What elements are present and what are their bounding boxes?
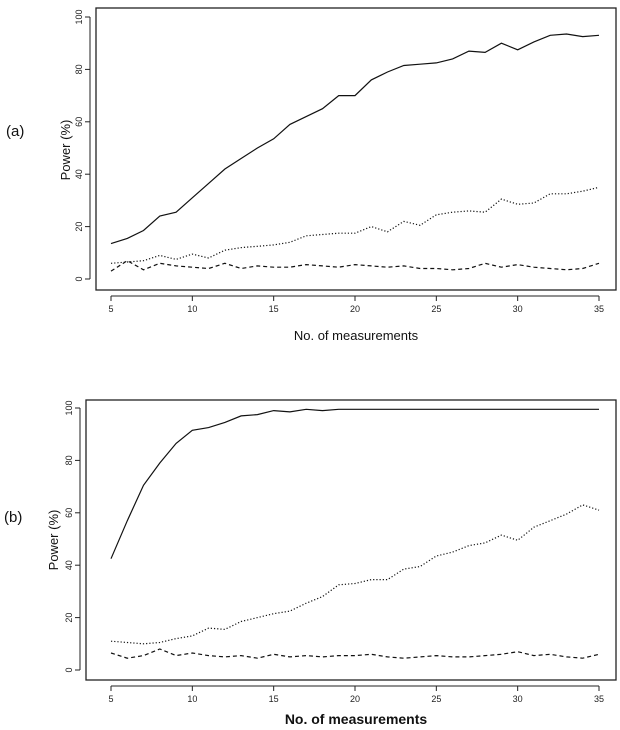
y-tick-label: 40 — [74, 169, 84, 179]
y-tick-label: 80 — [64, 455, 74, 465]
x-tick-label: 10 — [187, 694, 197, 704]
series-line-solid — [110, 33, 600, 245]
x-tick-label: 30 — [513, 304, 523, 314]
x-axis-title: No. of measurements — [294, 328, 419, 343]
y-tick-label: 20 — [74, 222, 84, 232]
chart-panel-b: 5 10 15 20 25 30 35 0 20 40 60 80 100 No. of measurem… — [0, 380, 620, 730]
line-chart-b: 5 10 15 20 25 30 35 0 20 40 60 80 100 No. of measurem… — [4, 399, 617, 727]
x-tick-label: 25 — [431, 304, 441, 314]
y-tick-label: 60 — [74, 117, 84, 127]
x-tick-label: 35 — [594, 304, 604, 314]
panel-label: (a) — [6, 123, 24, 140]
y-tick-label: 40 — [64, 560, 74, 570]
y-tick-label: 0 — [74, 276, 84, 281]
x-tick-label: 20 — [350, 304, 360, 314]
y-tick-label: 20 — [64, 613, 74, 623]
y-tick-label: 0 — [64, 667, 74, 672]
series-line-dashed — [110, 260, 600, 272]
y-axis-title: Power (%) — [46, 510, 61, 571]
x-tick-label: 5 — [108, 304, 113, 314]
series-line-dotted — [110, 504, 600, 645]
plot-frame — [85, 399, 617, 681]
x-tick-label: 10 — [187, 304, 197, 314]
x-tick-label: 25 — [431, 694, 441, 704]
y-tick-label: 100 — [64, 400, 74, 415]
line-chart-a: 5 10 15 20 25 30 35 0 20 40 60 80 100 No. of measurem… — [6, 7, 617, 343]
y-axis-title: Power (%) — [58, 120, 73, 181]
x-tick-label: 20 — [350, 694, 360, 704]
x-axis-title: No. of measurements — [285, 711, 428, 727]
series-line-dotted — [110, 186, 600, 264]
plot-frame — [95, 7, 617, 291]
x-tick-label: 5 — [108, 694, 113, 704]
series-line-solid — [110, 408, 599, 559]
y-tick-label: 60 — [64, 508, 74, 518]
x-tick-label: 15 — [269, 694, 279, 704]
panel-label: (b) — [4, 509, 22, 526]
chart-panel-a: 5 10 15 20 25 30 35 0 20 40 60 80 100 No. of measurem… — [0, 0, 620, 350]
y-tick-label: 80 — [74, 64, 84, 74]
x-tick-label: 35 — [594, 694, 604, 704]
series-line-dashed — [110, 648, 600, 659]
x-tick-label: 15 — [269, 304, 279, 314]
x-tick-label: 30 — [513, 694, 523, 704]
y-tick-label: 100 — [74, 9, 84, 24]
